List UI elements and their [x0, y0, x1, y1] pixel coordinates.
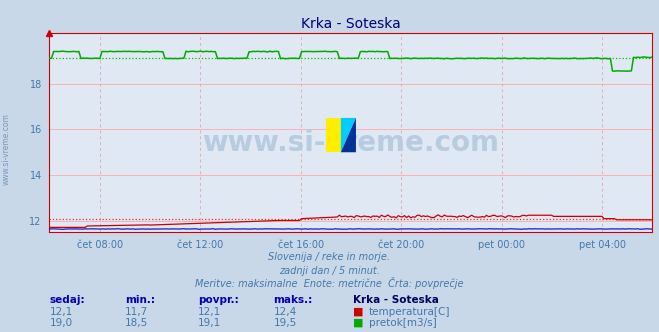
Text: Slovenija / reke in morje.: Slovenija / reke in morje. [268, 252, 391, 262]
Text: 19,5: 19,5 [273, 318, 297, 328]
Text: temperatura[C]: temperatura[C] [369, 307, 451, 317]
Polygon shape [341, 118, 356, 152]
Polygon shape [341, 118, 356, 152]
Text: ■: ■ [353, 318, 363, 328]
Title: Krka - Soteska: Krka - Soteska [301, 17, 401, 31]
Text: Krka - Soteska: Krka - Soteska [353, 295, 438, 305]
Text: 19,0: 19,0 [49, 318, 72, 328]
Text: ■: ■ [353, 307, 363, 317]
Text: 12,4: 12,4 [273, 307, 297, 317]
Text: www.si-vreme.com: www.si-vreme.com [2, 114, 11, 185]
Text: 12,1: 12,1 [198, 307, 221, 317]
Text: 11,7: 11,7 [125, 307, 148, 317]
Text: sedaj:: sedaj: [49, 295, 85, 305]
Text: www.si-vreme.com: www.si-vreme.com [202, 129, 500, 157]
Text: maks.:: maks.: [273, 295, 313, 305]
Text: 18,5: 18,5 [125, 318, 148, 328]
Text: povpr.:: povpr.: [198, 295, 239, 305]
Text: 12,1: 12,1 [49, 307, 72, 317]
Text: min.:: min.: [125, 295, 156, 305]
Text: pretok[m3/s]: pretok[m3/s] [369, 318, 437, 328]
Bar [326, 118, 341, 152]
Text: Meritve: maksimalne  Enote: metrične  Črta: povprečje: Meritve: maksimalne Enote: metrične Črta… [195, 277, 464, 289]
Text: zadnji dan / 5 minut.: zadnji dan / 5 minut. [279, 266, 380, 276]
Text: 19,1: 19,1 [198, 318, 221, 328]
